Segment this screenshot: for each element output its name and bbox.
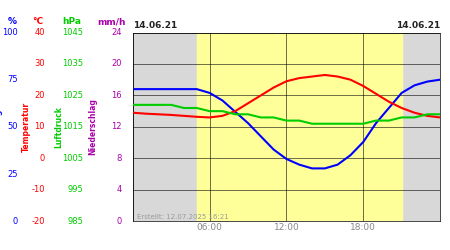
Text: 100: 100 [2, 28, 18, 37]
Text: Luftfeuchtigkeit: Luftfeuchtigkeit [0, 92, 2, 162]
Text: 1035: 1035 [62, 60, 83, 68]
Text: °C: °C [33, 17, 44, 26]
Text: Temperatur: Temperatur [22, 102, 31, 152]
Text: -20: -20 [32, 217, 45, 226]
Text: 1015: 1015 [62, 122, 83, 132]
Text: Luftdruck: Luftdruck [54, 106, 63, 148]
Text: Erstellt: 12.07.2025 16:21: Erstellt: 12.07.2025 16:21 [137, 214, 229, 220]
Text: 75: 75 [7, 75, 18, 84]
Text: Niederschlag: Niederschlag [89, 98, 98, 155]
Text: 14.06.21: 14.06.21 [133, 21, 177, 30]
Text: 24: 24 [111, 28, 122, 37]
Text: 50: 50 [8, 122, 18, 132]
Text: 1045: 1045 [62, 28, 83, 37]
Text: 40: 40 [35, 28, 45, 37]
Text: 4: 4 [116, 185, 122, 194]
Text: 16: 16 [111, 91, 122, 100]
Text: -10: -10 [32, 185, 45, 194]
Text: 0: 0 [13, 217, 18, 226]
Text: 1025: 1025 [62, 91, 83, 100]
Text: 20: 20 [111, 60, 122, 68]
Text: mm/h: mm/h [97, 17, 126, 26]
Text: 985: 985 [68, 217, 83, 226]
Text: 20: 20 [35, 91, 45, 100]
Text: 14.06.21: 14.06.21 [396, 21, 440, 30]
Text: 10: 10 [35, 122, 45, 132]
Text: 8: 8 [116, 154, 122, 163]
Text: 1005: 1005 [62, 154, 83, 163]
Text: %: % [8, 17, 17, 26]
Text: hPa: hPa [63, 17, 81, 26]
Bar [197, 32, 402, 221]
Text: 995: 995 [68, 185, 83, 194]
Text: 0: 0 [40, 154, 45, 163]
Text: 0: 0 [116, 217, 122, 226]
Text: 30: 30 [34, 60, 45, 68]
Text: 12: 12 [111, 122, 122, 132]
Text: 25: 25 [8, 170, 18, 178]
